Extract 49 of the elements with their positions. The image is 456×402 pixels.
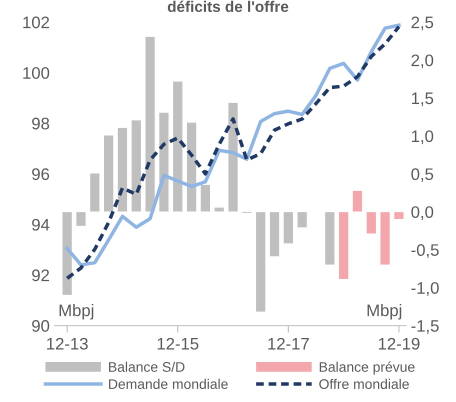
y-tick-label: 92: [32, 269, 50, 282]
bar: [200, 184, 211, 212]
annotation: Mbpj: [60, 304, 94, 320]
y-tick-label: 90: [32, 320, 50, 332]
y2-tick-label: 2,5: [412, 16, 434, 30]
bar: [214, 206, 225, 212]
x-tick-label: 12-15: [158, 338, 198, 350]
y-tick-label: 100: [23, 67, 50, 79]
y2-tick-label: 0,5: [411, 168, 434, 182]
bar: [283, 211, 294, 244]
bar: [117, 127, 128, 212]
y-tick-label: 98: [32, 118, 50, 130]
annotation: Mbpj: [368, 304, 402, 320]
y-tick-label: 96: [32, 168, 50, 180]
legend-label: Offre mondiale: [319, 378, 409, 390]
bar: [130, 120, 142, 212]
bar: [144, 36, 156, 212]
bar: [76, 211, 86, 227]
legend-label: Balance S/D: [109, 362, 184, 372]
bar: [338, 211, 349, 280]
x-tick-label: 12-13: [47, 338, 88, 350]
x-tick-label: 12-19: [378, 338, 420, 350]
y-tick-label: 94: [32, 218, 50, 231]
bar: [186, 122, 197, 212]
y2-tick-label: 2,0: [412, 54, 434, 68]
bar: [228, 102, 238, 212]
bar: [62, 211, 72, 296]
y2-tick-label: -1,5: [411, 320, 439, 334]
bar: [269, 211, 280, 257]
y2-tick-label: 0,0: [411, 206, 434, 220]
y2-tick-label: -1,0: [411, 282, 439, 296]
y2-tick-label: -0,5: [411, 244, 439, 258]
bar: [296, 211, 308, 228]
bar: [103, 134, 114, 212]
bar: [366, 211, 377, 234]
bar: [352, 190, 363, 212]
bar: [324, 211, 336, 266]
y2-tick-label: 1,0: [412, 130, 434, 144]
x-tick-label: 12-17: [268, 338, 309, 350]
y2-tick-label: 1,5: [412, 92, 434, 106]
legend-label: Demande mondiale: [109, 378, 228, 390]
chart-title: déficits de l'offre: [168, 0, 288, 12]
bar: [172, 80, 184, 212]
y-tick-label: 102: [23, 16, 50, 28]
legend-label: Balance prévue: [320, 362, 415, 375]
bar: [380, 211, 390, 266]
bar: [394, 211, 404, 220]
bar: [89, 172, 100, 212]
bar: [255, 211, 266, 312]
